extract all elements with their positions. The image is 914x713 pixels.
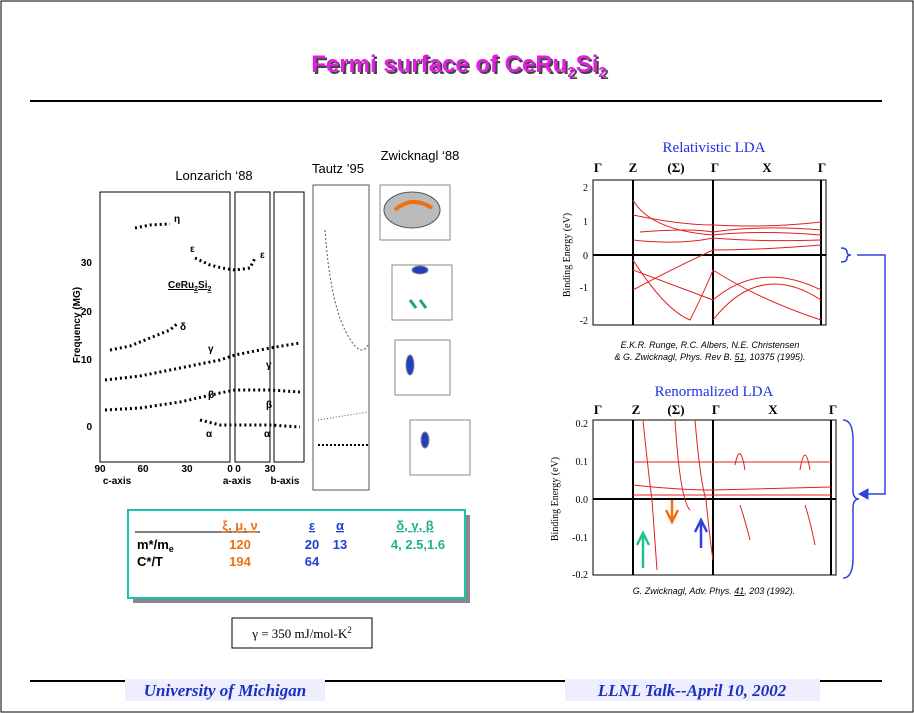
- k-point: (Σ): [667, 160, 684, 175]
- tick-label: 0.2: [576, 419, 589, 430]
- k-point: Γ: [711, 160, 719, 175]
- k-point: X: [768, 402, 778, 417]
- title: Fermi surface of CeRu2Si2: [311, 51, 606, 81]
- orbit-label: γ: [208, 344, 214, 355]
- gamma: γ = 350 mJ/mol-K2: [251, 625, 352, 641]
- orbit-label: η: [174, 214, 180, 225]
- table-cell: 13: [333, 537, 347, 552]
- text: & G. Zwicknagl, Phys. Rev B.: [614, 352, 734, 362]
- text: 2: [347, 625, 352, 635]
- axis-label: a-axis: [223, 476, 252, 487]
- tick-label: 2: [583, 183, 588, 194]
- text: 51: [734, 352, 744, 362]
- k-point: Γ: [594, 160, 602, 175]
- text: G. Zwicknagl, Adv. Phys.: [633, 586, 735, 596]
- citation: G. Zwicknagl, Adv. Phys. 41, 203 (1992).: [633, 586, 796, 596]
- text: Si: [198, 280, 208, 291]
- plot-title: Relativistic LDA: [663, 140, 766, 156]
- k-point: Z: [629, 160, 638, 175]
- tick-label: 30: [264, 464, 276, 475]
- table-cell: 120: [229, 537, 251, 552]
- tick-label: 0.0: [576, 495, 589, 506]
- tick-label: 60: [137, 464, 149, 475]
- k-point: Γ: [712, 402, 720, 417]
- row-label: C*/T: [137, 554, 163, 569]
- orbit-label: ε: [190, 244, 195, 255]
- footer-text: LLNL Talk--April 10, 2002: [597, 681, 787, 700]
- text: 41: [734, 586, 744, 596]
- text: e: [169, 544, 174, 554]
- table-header: δ, γ, β: [396, 518, 434, 533]
- title-text: Si: [576, 51, 599, 78]
- orbit-label: β: [266, 400, 272, 411]
- table-header: ε: [309, 518, 315, 533]
- k-point: Γ: [594, 402, 602, 417]
- tick-label: 30: [181, 464, 193, 475]
- table-cell: 20: [305, 537, 319, 552]
- orbit-label: β: [208, 390, 214, 401]
- orbit-label: γ: [266, 360, 272, 371]
- panel-label: Zwicknagl ‘88: [381, 148, 460, 163]
- k-point: Γ: [818, 160, 826, 175]
- table-cell: 4, 2.5,1.6: [391, 537, 445, 552]
- tick-label: 0: [86, 422, 92, 433]
- text: 2: [207, 286, 211, 293]
- text: γ = 350 mJ/mol-K: [251, 626, 348, 641]
- tick-label: 90: [94, 464, 106, 475]
- slide: Fermi surface of CeRu2Si2 Fermi surface …: [0, 0, 914, 713]
- axis-label: Binding Energy (eV): [550, 457, 561, 541]
- k-point: X: [762, 160, 772, 175]
- title-text: Fermi surface of CeRu: [311, 51, 567, 78]
- k-point: Γ: [829, 402, 837, 417]
- tick-label: 0: [235, 464, 241, 475]
- axis-label: Binding Energy (eV): [562, 213, 573, 297]
- tick-label: 1: [583, 217, 588, 228]
- text: , 203 (1992).: [744, 586, 795, 596]
- tick-label: -2: [580, 316, 588, 327]
- k-point: (Σ): [667, 402, 684, 417]
- title-text: 2: [567, 64, 575, 81]
- tick-label: 0: [227, 464, 233, 475]
- text: m*/m: [137, 537, 169, 552]
- tick-label: 30: [81, 258, 93, 269]
- footer-text: University of Michigan: [144, 681, 306, 700]
- table-cell: 64: [305, 554, 320, 569]
- panel-label: Lonzarich ‘88: [175, 168, 252, 183]
- panel-label: Tautz ’95: [312, 161, 364, 176]
- tick-label: -0.1: [572, 533, 588, 544]
- orbit-label: δ: [180, 322, 186, 333]
- orbit-label: α: [264, 429, 271, 440]
- citation: & G. Zwicknagl, Phys. Rev B. 51, 10375 (…: [614, 352, 805, 362]
- tick-label: 0: [583, 251, 588, 262]
- table-header: α: [336, 518, 344, 533]
- text: , 10375 (1995).: [745, 352, 806, 362]
- tick-label: -0.2: [572, 570, 588, 581]
- axis-label: b-axis: [271, 476, 300, 487]
- text: CeRu: [168, 280, 194, 291]
- citation: E.K.R. Runge, R.C. Albers, N.E. Christen…: [621, 340, 800, 350]
- page: Fermi surface of CeRu2Si2 Fermi surface …: [0, 0, 914, 713]
- tick-label: -1: [580, 283, 588, 294]
- table-cell: 194: [229, 554, 251, 569]
- row-label: m*/me: [137, 537, 174, 554]
- axis-label: Frequency (MG): [72, 287, 83, 363]
- orbit-label: ε: [260, 250, 265, 261]
- tick-label: 0.1: [576, 457, 589, 468]
- k-point: Z: [632, 402, 641, 417]
- title-text: 2: [598, 64, 606, 81]
- axis-label: c-axis: [103, 476, 132, 487]
- orbit-label: α: [206, 429, 213, 440]
- plot-title: Renormalized LDA: [655, 384, 774, 400]
- table-header: ξ, μ, ν: [222, 518, 257, 533]
